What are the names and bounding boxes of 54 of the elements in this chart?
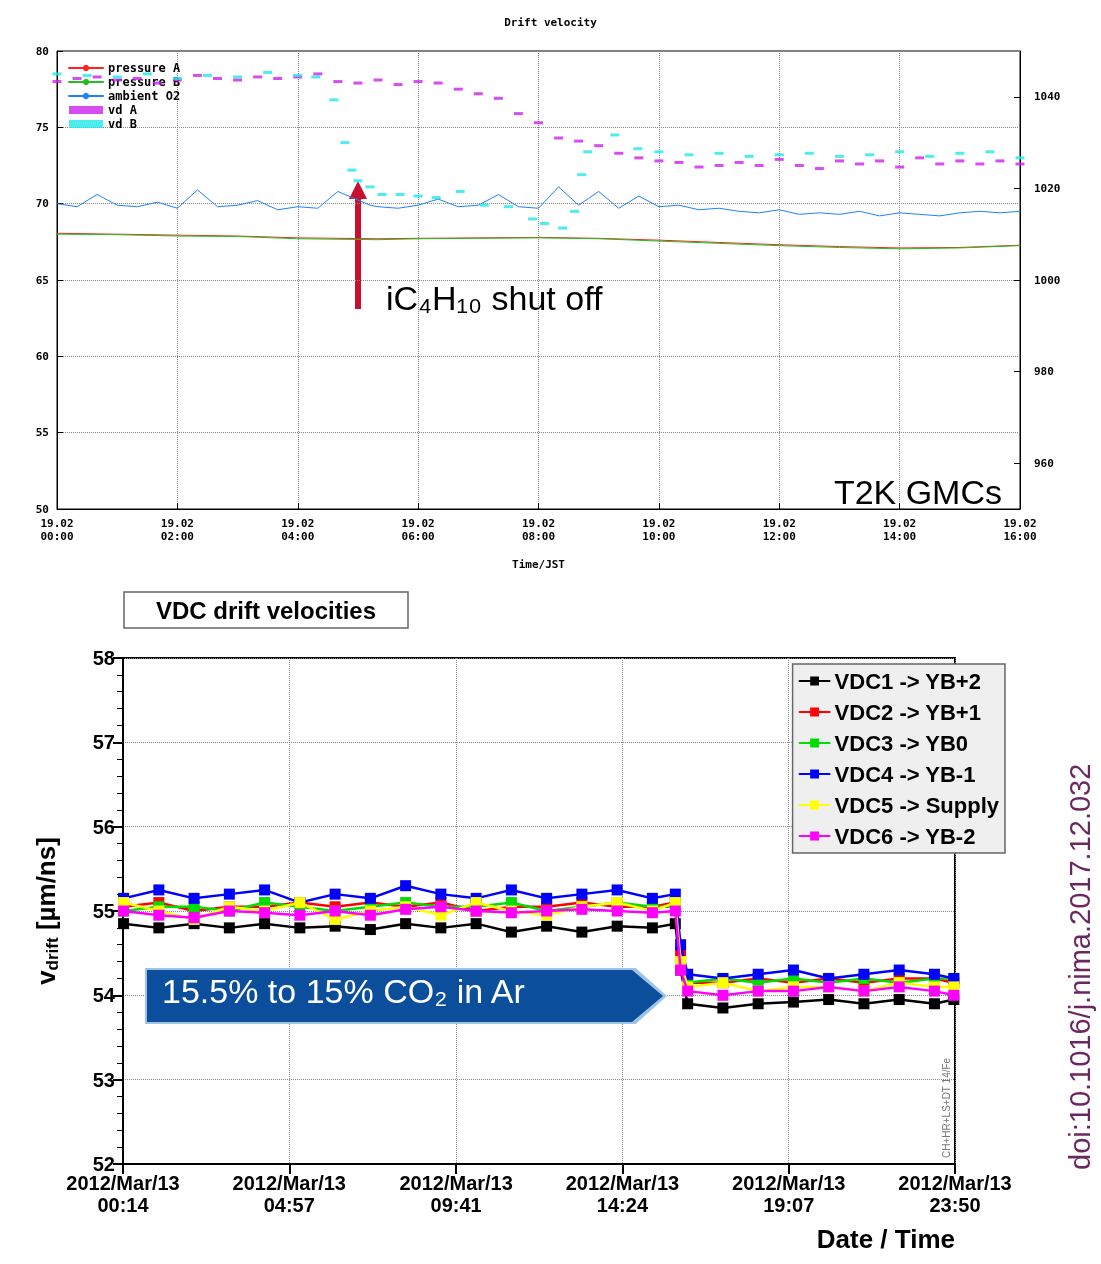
legend-label: VDC6 -> YB-2	[834, 823, 976, 849]
legend-label: VDC1 -> YB+2	[834, 668, 981, 694]
x-tick-label: 2012/Mar/13 00:14	[66, 1172, 180, 1216]
y2-tick-label: 1040	[1034, 90, 1061, 104]
y2-tick-label: 1000	[1034, 273, 1061, 287]
y-tick-label: 58	[92, 647, 115, 669]
annotation: CH+HR+LS+DT 14/Fe	[940, 1057, 952, 1158]
legend-label: vd A	[108, 103, 138, 117]
x-axis-title: Date / Time	[816, 1224, 955, 1254]
y-tick-label: 50	[35, 502, 49, 516]
y-axis-title: vdrift [µm/ns]	[30, 837, 62, 985]
legend-label: VDC4 -> YB-1	[834, 761, 976, 787]
x-tick-label: 19.02 10:00	[642, 517, 676, 543]
legend-label: pressure A	[108, 61, 182, 75]
x-tick-label: 2012/Mar/13 19:07	[732, 1172, 846, 1216]
legend-label: vd B	[108, 117, 137, 131]
x-tick-label: 19.02 06:00	[401, 517, 435, 543]
x-tick-label: 2012/Mar/13 23:50	[898, 1172, 1012, 1216]
y-tick-label: 52	[92, 1153, 115, 1175]
y2-tick-label: 980	[1034, 365, 1054, 379]
chart-title: VDC drift velocities	[156, 596, 377, 624]
x-tick-label: 19.02 04:00	[281, 517, 315, 543]
x-tick-label: 19.02 16:00	[1003, 517, 1037, 543]
x-tick-label: 19.02 08:00	[521, 517, 556, 543]
x-tick-label: 2012/Mar/13 14:24	[565, 1172, 680, 1216]
x-tick-label: 19.02 12:00	[762, 517, 796, 543]
y-tick-label: 75	[35, 120, 49, 134]
y-tick-label: 55	[92, 900, 115, 922]
legend-label: VDC3 -> YB0	[834, 730, 969, 756]
annotation: 15.5% to 15% CO₂ in Ar	[162, 972, 525, 1011]
annotation: iC₄H₁₀ shut off	[385, 278, 603, 318]
y-tick-label: 54	[92, 984, 116, 1007]
legend-label: ambient O2	[108, 89, 181, 103]
y-tick-label: 56	[92, 815, 115, 838]
chart-title: Drift velocity	[504, 16, 598, 29]
y-tick-label: 53	[92, 1068, 115, 1091]
x-tick-label: 2012/Mar/13 04:57	[232, 1172, 346, 1216]
x-tick-label: 19.02 14:00	[883, 517, 917, 543]
y2-tick-label: 1020	[1034, 181, 1061, 195]
x-tick-label: 2012/Mar/13 09:41	[399, 1172, 513, 1216]
y-tick-label: 70	[35, 197, 49, 211]
annotation: T2K GMCs	[833, 473, 1002, 511]
legend-label: VDC5 -> Supply	[834, 792, 1000, 818]
legend-label: VDC2 -> YB+1	[834, 699, 981, 725]
x-tick-label: 19.02 02:00	[160, 517, 194, 543]
y-tick-label: 57	[92, 731, 115, 754]
y2-tick-label: 960	[1034, 456, 1054, 470]
y-tick-label: 80	[35, 44, 49, 58]
text: doi:10.1016/j.nima.2017.12.032	[1064, 763, 1096, 1170]
y-tick-label: 65	[35, 273, 49, 287]
x-axis-title: Time/JST	[512, 558, 566, 571]
x-tick-label: 19.02 00:00	[40, 517, 74, 543]
y-tick-label: 55	[35, 426, 49, 440]
y-tick-label: 60	[35, 349, 49, 363]
